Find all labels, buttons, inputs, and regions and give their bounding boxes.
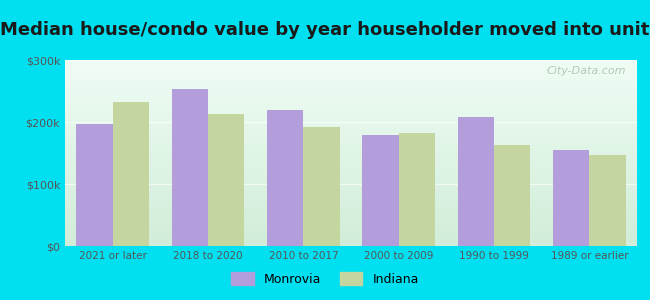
Bar [363,135,398,246]
Bar [304,127,339,246]
Bar [208,114,244,246]
Bar [172,89,208,246]
Legend: Monrovia, Indiana: Monrovia, Indiana [226,267,424,291]
Text: Median house/condo value by year householder moved into unit: Median house/condo value by year househo… [0,21,650,39]
Bar [112,102,149,246]
Bar [553,150,590,246]
Bar [398,133,435,246]
Bar [494,145,530,246]
Bar [590,155,625,246]
Bar [458,117,494,246]
Bar [267,110,304,246]
Bar [77,124,112,246]
Text: City-Data.com: City-Data.com [546,66,625,76]
